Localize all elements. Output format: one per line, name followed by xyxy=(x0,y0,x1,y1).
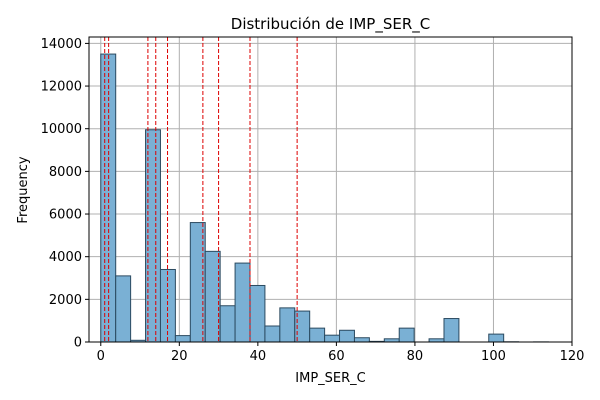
histogram-bars xyxy=(100,53,549,343)
histogram-bar xyxy=(249,284,266,343)
histogram-bar xyxy=(339,329,355,343)
histogram-bar xyxy=(324,334,341,343)
histogram-bar xyxy=(189,222,206,343)
y-tick-label: 0 xyxy=(74,336,82,351)
x-tick-label: 20 xyxy=(171,349,188,364)
x-axis-ticks: 0 20 40 60 80 100 120 xyxy=(97,342,585,364)
histogram-bar xyxy=(353,337,370,343)
histogram-bar xyxy=(443,318,460,343)
x-tick-label: 100 xyxy=(481,349,506,364)
y-tick-label: 12000 xyxy=(41,80,82,95)
histogram-bar xyxy=(398,327,415,343)
reference-lines xyxy=(104,37,298,342)
y-axis-label: Frequency xyxy=(16,156,31,223)
chart-title: Distribución de IMP_SER_C xyxy=(231,15,430,34)
histogram-bar xyxy=(488,333,505,343)
histogram-bar xyxy=(219,305,236,343)
x-tick-label: 60 xyxy=(328,349,345,364)
y-tick-label: 2000 xyxy=(49,293,82,308)
y-tick-label: 14000 xyxy=(41,37,82,52)
histogram-bar xyxy=(234,262,251,343)
plot-frame xyxy=(88,36,573,343)
histogram-bar xyxy=(204,250,221,343)
histogram-bar xyxy=(115,275,132,343)
histogram-bar xyxy=(174,335,191,343)
y-axis-ticks: 0 2000 4000 6000 8000 10000 12000 14000 xyxy=(41,37,89,351)
y-tick-label: 8000 xyxy=(49,165,82,180)
histogram-bar xyxy=(309,327,326,343)
y-tick-label: 6000 xyxy=(49,208,82,223)
x-tick-label: 80 xyxy=(407,349,424,364)
histogram-bar xyxy=(279,307,296,343)
x-tick-label: 40 xyxy=(250,349,267,364)
x-axis-label: IMP_SER_C xyxy=(295,371,365,386)
y-tick-label: 10000 xyxy=(41,122,82,137)
x-tick-label: 0 xyxy=(97,349,105,364)
y-tick-label: 4000 xyxy=(49,250,82,265)
histogram-bar xyxy=(264,325,281,343)
x-tick-label: 120 xyxy=(560,349,585,364)
grid-lines xyxy=(89,37,573,343)
